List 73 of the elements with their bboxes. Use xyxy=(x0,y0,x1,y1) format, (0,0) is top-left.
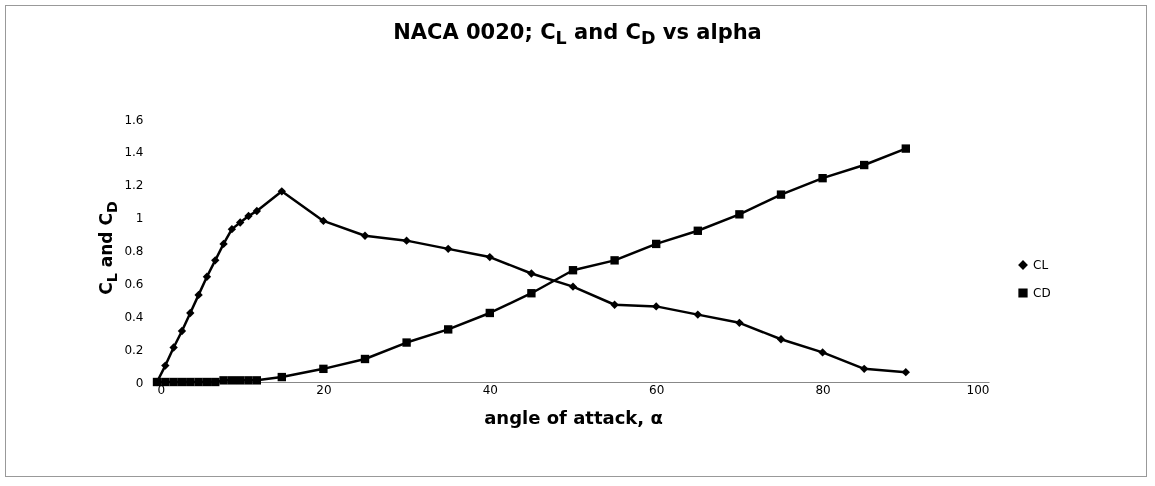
point xyxy=(485,252,494,262)
x-tick-label: 100 xyxy=(966,382,990,397)
point xyxy=(735,210,744,219)
point xyxy=(186,377,195,387)
point xyxy=(236,376,245,385)
point xyxy=(735,318,744,328)
point xyxy=(227,376,237,385)
point xyxy=(485,308,494,318)
point xyxy=(177,377,187,387)
point xyxy=(161,377,170,387)
y-tick-label: 1.6 xyxy=(124,112,144,127)
point xyxy=(244,211,253,221)
legend-label: CL xyxy=(1033,258,1049,272)
point xyxy=(527,289,536,298)
point xyxy=(527,269,536,278)
point xyxy=(568,266,578,275)
point xyxy=(360,231,370,240)
point xyxy=(169,343,178,352)
x-axis-title: angle of attack, α xyxy=(484,406,663,428)
point xyxy=(211,256,220,265)
y-tick-label: 0.8 xyxy=(124,244,144,258)
point xyxy=(252,376,262,385)
point xyxy=(693,310,702,319)
x-tick-label: 20 xyxy=(316,382,332,397)
point xyxy=(319,364,328,374)
point xyxy=(860,160,869,170)
point xyxy=(319,216,328,226)
point xyxy=(211,377,220,387)
point xyxy=(652,239,661,249)
point xyxy=(776,335,786,344)
point xyxy=(776,190,786,199)
point xyxy=(202,377,212,387)
y-tick-label: 1 xyxy=(135,211,144,226)
point xyxy=(194,377,203,387)
point xyxy=(161,361,170,370)
point xyxy=(177,326,187,336)
point xyxy=(610,256,619,265)
point xyxy=(693,226,702,235)
legend-label: CD xyxy=(1033,286,1051,300)
point xyxy=(444,325,453,334)
x-tick-label: 40 xyxy=(482,382,498,397)
point xyxy=(402,236,411,245)
point xyxy=(277,372,286,382)
y-tick-label: 0.2 xyxy=(124,342,144,357)
x-tick-label: 80 xyxy=(815,382,831,397)
point xyxy=(360,354,370,364)
y-tick-label: 1.4 xyxy=(124,145,144,160)
point xyxy=(227,224,237,234)
point xyxy=(186,308,195,318)
point xyxy=(818,173,827,183)
point xyxy=(169,377,178,387)
y-tick-label: 0.6 xyxy=(124,276,144,291)
point xyxy=(194,290,203,300)
point xyxy=(219,376,228,385)
point xyxy=(444,244,453,254)
point xyxy=(568,282,578,291)
point xyxy=(901,367,910,377)
x-tick-label: 60 xyxy=(649,382,665,397)
point xyxy=(652,302,661,311)
point xyxy=(252,206,262,216)
point xyxy=(818,348,827,357)
point xyxy=(277,187,286,196)
chart-title: NACA 0020; C$_{L}$ and C$_{D}$ vs alpha xyxy=(392,20,763,49)
y-tick-label: 1.2 xyxy=(124,178,144,193)
point xyxy=(610,300,619,309)
point xyxy=(402,338,411,347)
point xyxy=(244,376,253,385)
point xyxy=(219,239,228,249)
y-tick-label: 0.4 xyxy=(124,309,144,324)
point xyxy=(202,272,212,281)
point xyxy=(901,144,910,153)
point xyxy=(860,364,869,374)
point xyxy=(236,218,245,227)
